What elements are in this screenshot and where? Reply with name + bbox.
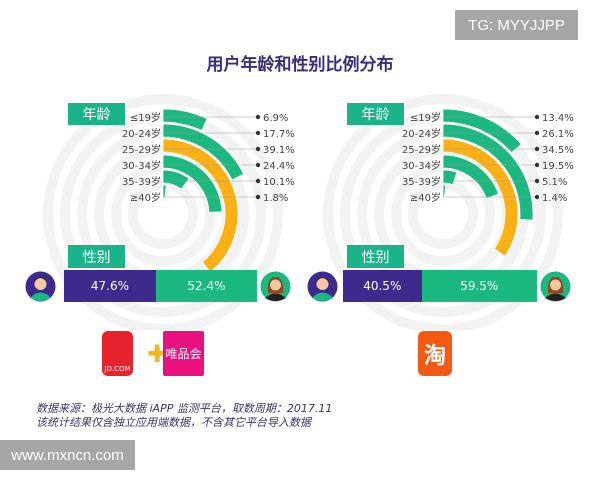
age-category-label: 35-39岁: [122, 175, 161, 188]
age-category-label: 20-24岁: [402, 127, 441, 140]
age-bar-5: [162, 184, 167, 199]
age-value-label: 6.9%: [263, 113, 288, 124]
background-ring: [408, 179, 478, 249]
leader-dot: [255, 114, 261, 120]
age-bar-1: [442, 123, 534, 221]
female-avatar-icon: [540, 271, 571, 302]
age-bar-0: [162, 108, 208, 132]
background-ring: [323, 94, 563, 330]
age-category-label: ≥40岁: [410, 191, 441, 204]
age-value-label: 5.1%: [542, 177, 567, 188]
leader-dot: [534, 178, 540, 184]
male-share: 40.5%: [343, 270, 422, 302]
male-avatar-icon: [25, 271, 56, 302]
gender-bar: 40.5% 59.5%: [343, 270, 537, 302]
age-category-label: ≥40岁: [130, 191, 161, 204]
taobao-logo: 淘: [418, 331, 452, 376]
leader-dot: [255, 130, 261, 136]
age-bar-3: [442, 154, 500, 199]
leader-dot: [534, 146, 540, 152]
watermark-bottom: www.mxncn.com: [0, 440, 135, 470]
male-share: 47.6%: [64, 270, 156, 302]
age-value-label: 39.1%: [263, 145, 295, 156]
vip-logo: 唯品会: [163, 331, 204, 376]
age-bar-5: [442, 184, 446, 199]
leader-dot: [534, 162, 540, 168]
plus-icon: ✚: [147, 340, 168, 368]
age-value-label: 1.8%: [263, 193, 288, 204]
age-bar-0: [442, 108, 522, 154]
jd-logo-text: JD.COM: [104, 365, 131, 373]
age-category-label: 20-24岁: [122, 127, 161, 140]
gender-bar: 47.6% 52.4%: [64, 270, 257, 302]
age-category-label: ≤19岁: [410, 111, 441, 124]
age-category-label: 35-39岁: [402, 175, 441, 188]
female-share: 59.5%: [421, 270, 537, 302]
age-bar-1: [162, 123, 245, 181]
age-value-label: 1.4%: [542, 193, 567, 204]
age-bar-3: [162, 154, 223, 213]
leader-dot: [255, 162, 261, 168]
leader-dot: [255, 146, 261, 152]
age-category-label: 30-34岁: [402, 159, 441, 172]
leader-dot: [534, 194, 540, 200]
age-value-label: 26.1%: [542, 129, 574, 140]
background-ring: [128, 179, 198, 249]
female-avatar-icon: [260, 271, 291, 302]
age-label-box: 年龄: [68, 103, 125, 125]
age-category-label: 30-34岁: [122, 159, 161, 172]
gender-label-box: 性别: [347, 245, 404, 268]
age-value-label: 13.4%: [542, 113, 574, 124]
jd-logo: JD.COM: [102, 331, 133, 376]
watermark-top: TG: MYYJJPP: [455, 10, 578, 40]
age-value-label: 34.5%: [542, 145, 574, 156]
age-category-label: 25-29岁: [122, 143, 161, 156]
leader-dot: [534, 130, 540, 136]
age-value-label: 19.5%: [542, 161, 574, 172]
leader-dot: [255, 194, 261, 200]
age-category-label: 25-29岁: [402, 143, 441, 156]
leader-dot: [534, 114, 540, 120]
footer-note: 该统计结果仅含独立应用端数据，不含其它平台导入数据: [36, 416, 311, 429]
page-title: 用户年龄和性别比例分布: [206, 55, 394, 75]
age-label-box: 年龄: [347, 103, 404, 125]
gender-label-box: 性别: [68, 245, 125, 268]
female-share: 52.4%: [155, 270, 257, 302]
age-value-label: 24.4%: [263, 161, 295, 172]
age-value-label: 17.7%: [263, 129, 295, 140]
leader-dot: [255, 178, 261, 184]
male-avatar-icon: [307, 271, 338, 302]
age-category-label: ≤19岁: [130, 111, 161, 124]
age-value-label: 10.1%: [263, 177, 295, 188]
background-ring: [43, 94, 283, 330]
footer-source: 数据来源：极光大数据 iAPP 监测平台，取数周期：2017.11: [36, 402, 333, 415]
age-bar-4: [162, 169, 190, 190]
